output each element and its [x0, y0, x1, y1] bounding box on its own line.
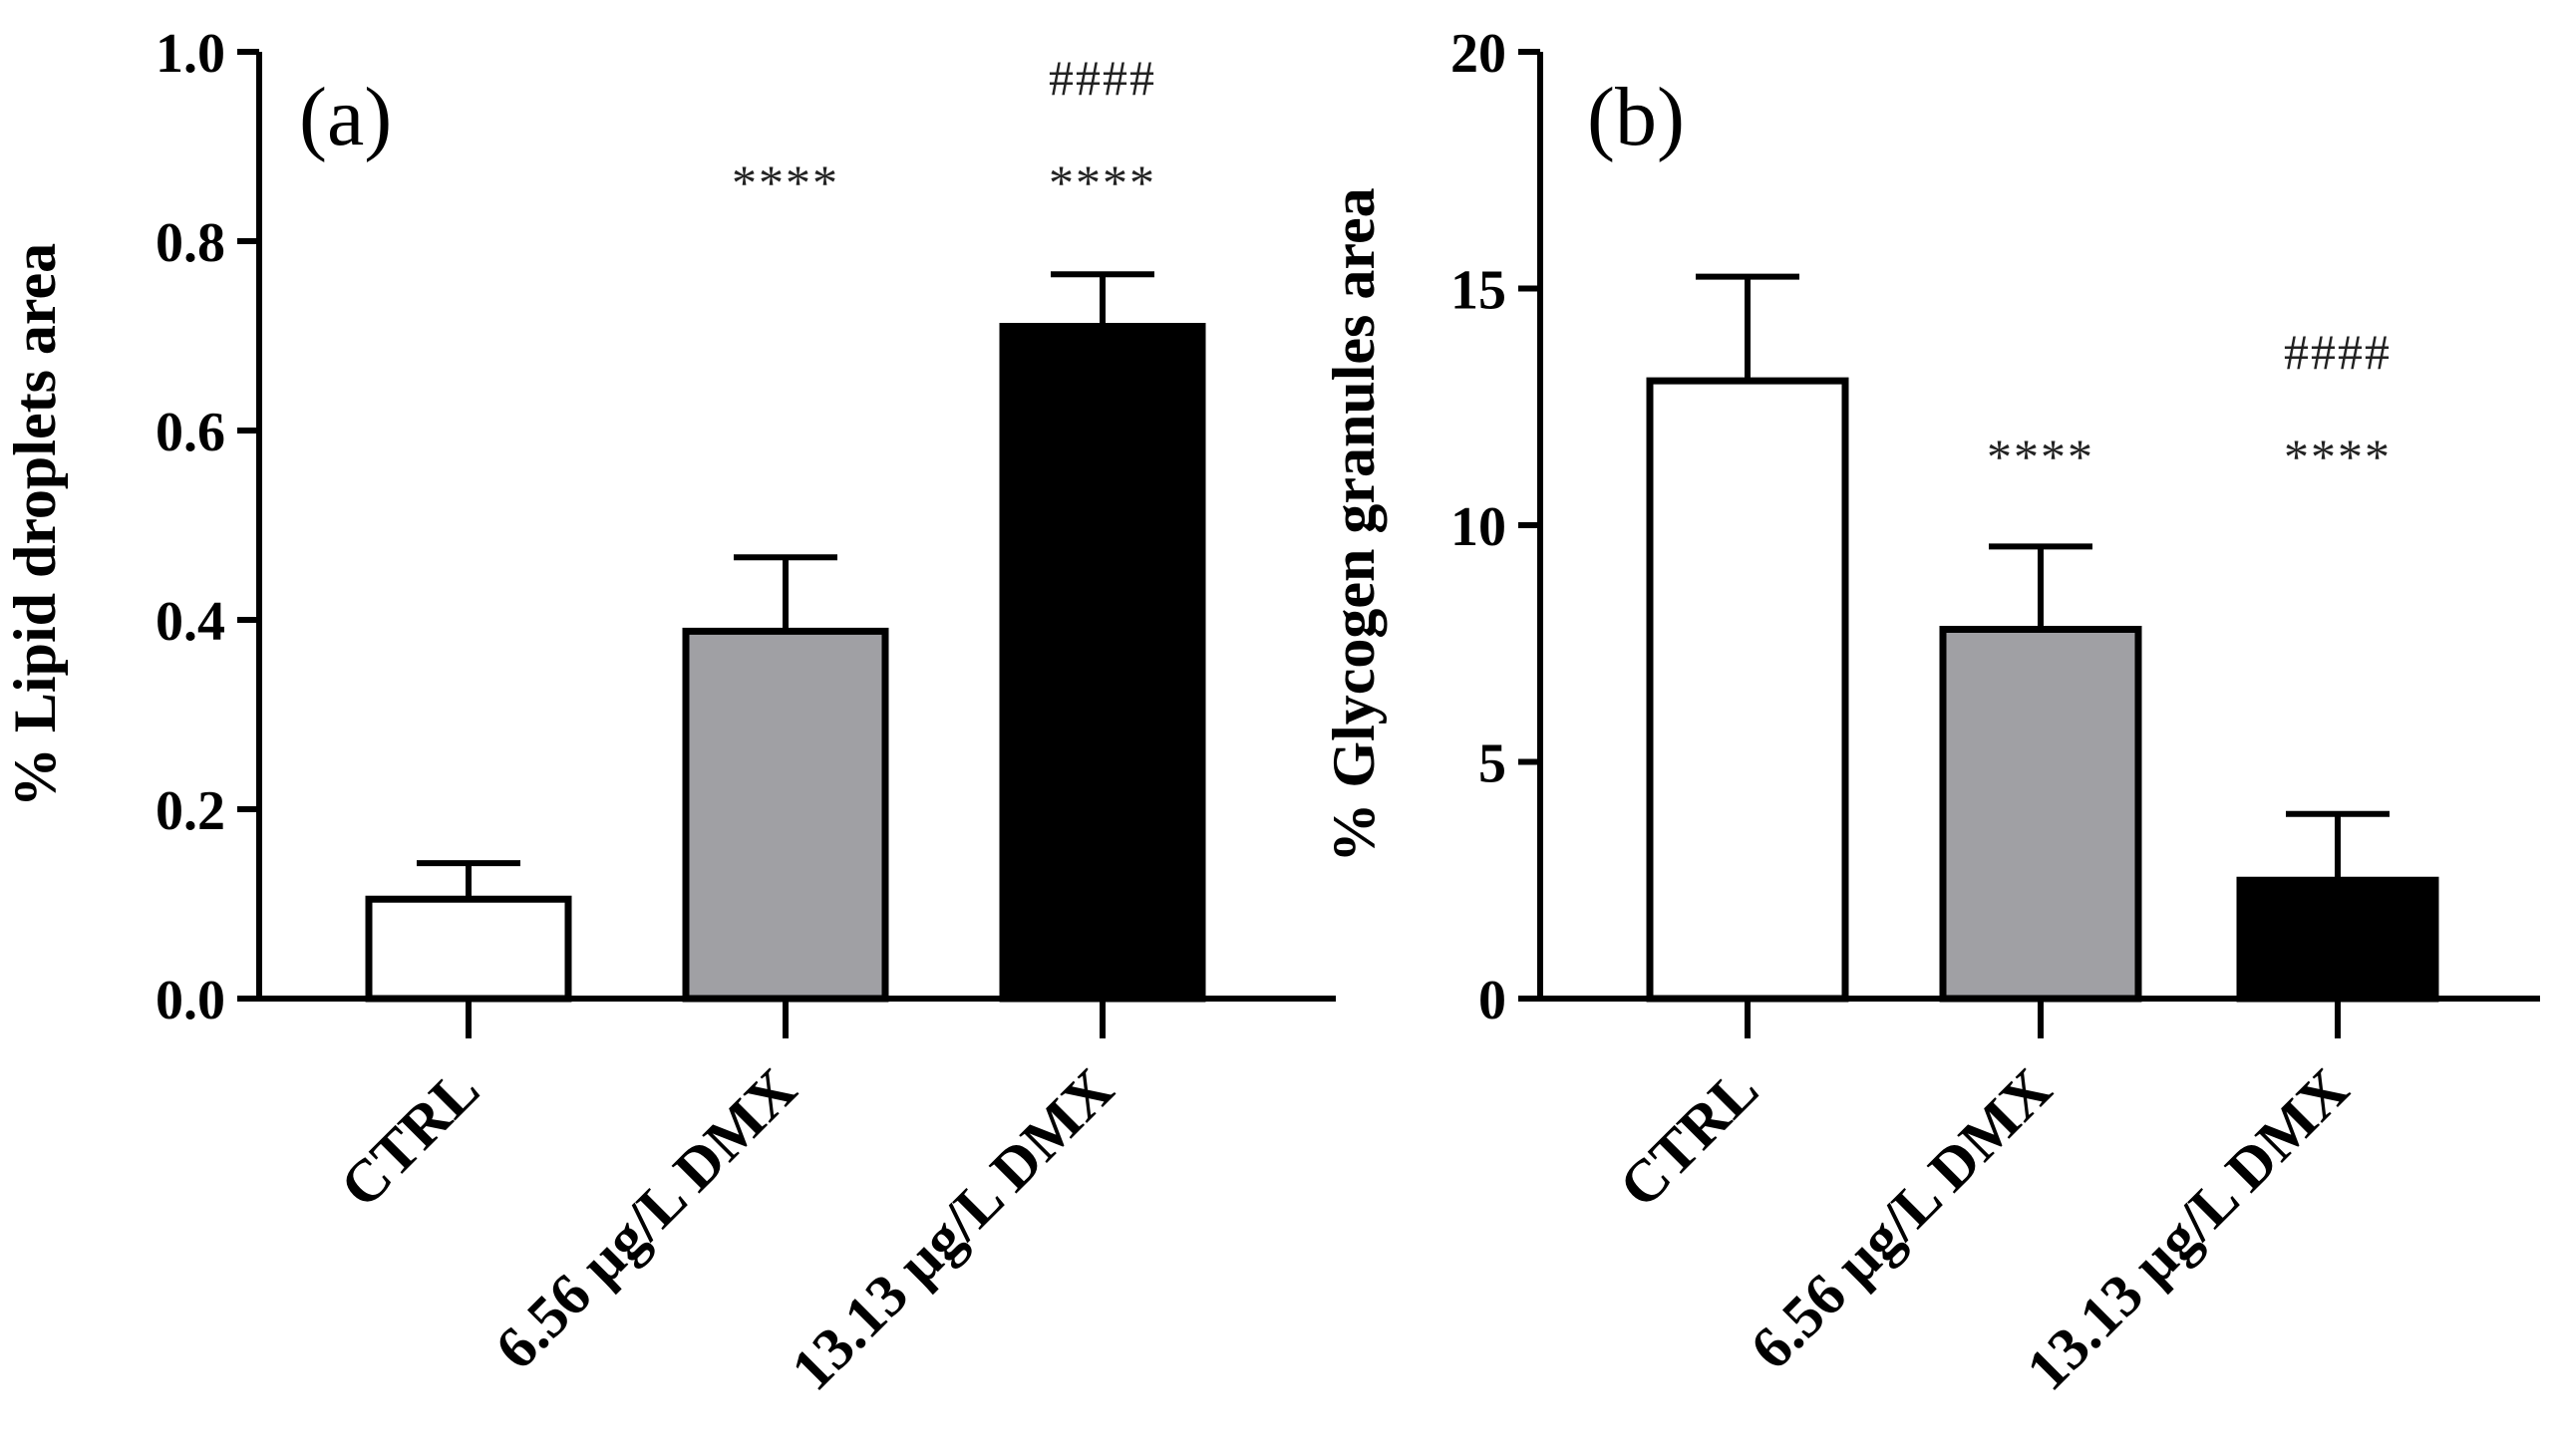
- y-tick-label: 1.0: [156, 23, 225, 85]
- y-tick-label: 15: [1450, 260, 1506, 322]
- significance-stars: ****: [732, 154, 839, 210]
- error-bar-2: [2286, 810, 2390, 881]
- panel-label: (b): [1587, 71, 1685, 163]
- y-tick-label: 20: [1450, 23, 1506, 85]
- y-axis-title: % Glycogen granules area: [1321, 187, 1387, 862]
- bar-1: [682, 627, 889, 1003]
- bar-0: [365, 895, 572, 1003]
- error-bar-2: [1051, 271, 1154, 327]
- panel-label: (a): [299, 71, 392, 163]
- error-bar-0: [417, 860, 520, 900]
- error-bar-1: [734, 554, 837, 632]
- bar-2: [999, 323, 1206, 1003]
- significance-hash: ####: [2284, 324, 2392, 380]
- y-tick-label: 0.2: [156, 780, 225, 842]
- y-tick-label: 0.6: [156, 402, 225, 463]
- error-bar-1: [1989, 543, 2092, 630]
- y-tick-label: 0.0: [156, 970, 225, 1031]
- category-label: 13.13 µg/L DMX: [2014, 1056, 2361, 1403]
- significance-stars: ****: [1987, 429, 2094, 484]
- category-label: 6.56 µg/L DMX: [482, 1056, 808, 1382]
- y-tick-label: 0.8: [156, 212, 225, 274]
- bar-2: [2236, 876, 2439, 1003]
- significance-stars: ****: [1049, 154, 1156, 210]
- significance-stars: ****: [2284, 429, 2392, 484]
- y-tick-label: 0.4: [156, 591, 225, 653]
- y-tick-label: 5: [1478, 733, 1506, 795]
- category-label: CTRL: [1607, 1056, 1771, 1221]
- bar-0: [1646, 377, 1849, 1003]
- y-tick-label: 0: [1478, 970, 1506, 1031]
- y-axis-title: % Lipid droplets area: [2, 243, 68, 807]
- error-bar-0: [1696, 273, 1799, 382]
- category-label: 6.56 µg/L DMX: [1738, 1056, 2064, 1382]
- y-tick-label: 10: [1450, 496, 1506, 558]
- significance-hash: ####: [1049, 50, 1156, 106]
- category-label: 13.13 µg/L DMX: [779, 1056, 1125, 1403]
- bar-1: [1939, 626, 2142, 1003]
- category-label: CTRL: [328, 1056, 492, 1221]
